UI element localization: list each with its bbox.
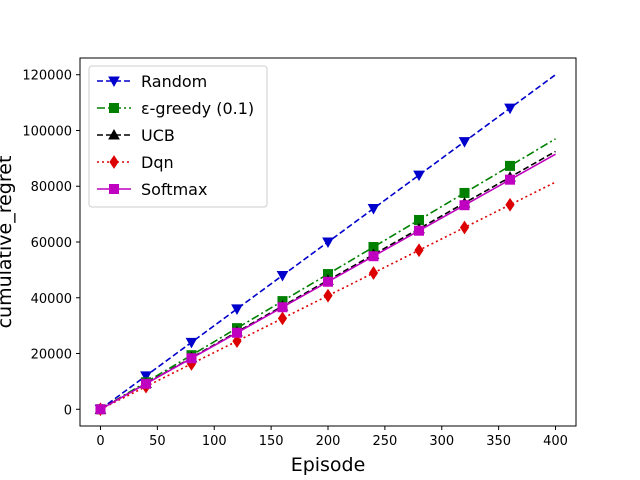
- data-point: [505, 174, 516, 185]
- data-point: [185, 337, 198, 349]
- x-tick-label: 400: [543, 434, 568, 449]
- data-point: [140, 371, 152, 382]
- data-point: [504, 103, 516, 115]
- data-point: [414, 225, 425, 236]
- y-tick-label: 0: [64, 403, 72, 418]
- legend-label: Softmax: [141, 180, 207, 199]
- y-tick-label: 100000: [22, 124, 72, 139]
- x-tick-label: 150: [259, 434, 284, 449]
- x-axis-title: Episode: [291, 454, 366, 476]
- legend-marker: [108, 128, 120, 140]
- data-point: [277, 302, 288, 313]
- series-1: [94, 74, 556, 416]
- x-tick-label: 300: [429, 434, 454, 449]
- data-point: [505, 160, 516, 171]
- data-point: [140, 378, 151, 389]
- y-tick-label: 120000: [22, 69, 72, 84]
- legend-marker: [108, 76, 120, 88]
- legend-label: Random: [141, 72, 207, 91]
- data-point: [459, 187, 470, 198]
- legend-marker: [109, 103, 119, 113]
- data-point: [459, 200, 470, 211]
- legend-item: UCB: [97, 126, 175, 145]
- x-axis: 0 50 100 150 200 250 300 350 400: [96, 426, 568, 449]
- data-point: [368, 266, 379, 280]
- data-point: [186, 353, 197, 364]
- data-point: [505, 197, 515, 212]
- y-axis-title: cumulative_regret: [0, 156, 16, 329]
- data-point: [368, 251, 379, 262]
- legend-label: ε-greedy (0.1): [141, 99, 254, 118]
- legend-item: ε-greedy (0.1): [97, 99, 254, 118]
- series-4: [95, 181, 556, 417]
- data-point: [459, 220, 470, 235]
- legend-marker: [109, 155, 119, 169]
- legend-item: Softmax: [97, 180, 207, 199]
- data-point: [322, 237, 334, 249]
- x-tick-label: 200: [316, 434, 341, 449]
- x-tick-label: 0: [96, 434, 104, 449]
- data-point: [414, 243, 424, 258]
- y-tick-label: 80000: [31, 180, 72, 195]
- y-tick-label: 60000: [31, 236, 72, 251]
- data-point: [277, 311, 288, 326]
- data-point: [458, 137, 471, 148]
- y-axis: 0 20000 40000 60000 80000 100000 120000: [22, 69, 80, 418]
- data-point: [413, 170, 425, 182]
- legend-box: [88, 65, 268, 208]
- data-point: [231, 327, 242, 338]
- series-layer: [94, 74, 556, 417]
- x-tick-label: 250: [372, 434, 397, 449]
- data-point: [95, 404, 106, 415]
- x-tick-label: 350: [486, 434, 511, 449]
- legend: Random ε-greedy (0.1) UCB Dqn Softmax: [88, 65, 268, 208]
- legend-item: Dqn: [97, 153, 174, 172]
- legend-marker: [109, 184, 119, 194]
- y-tick-label: 20000: [31, 348, 72, 363]
- data-point: [231, 304, 243, 315]
- y-tick-label: 40000: [31, 292, 72, 307]
- x-tick-label: 100: [202, 434, 227, 449]
- data-point: [232, 334, 242, 349]
- data-point: [323, 276, 333, 287]
- data-point: [367, 204, 380, 215]
- legend-label: UCB: [141, 126, 175, 145]
- data-point: [276, 270, 289, 282]
- legend-item: Random: [97, 72, 207, 91]
- data-point: [323, 288, 333, 303]
- legend-label: Dqn: [141, 153, 174, 172]
- x-tick-label: 50: [149, 434, 166, 449]
- series-5: [95, 153, 556, 415]
